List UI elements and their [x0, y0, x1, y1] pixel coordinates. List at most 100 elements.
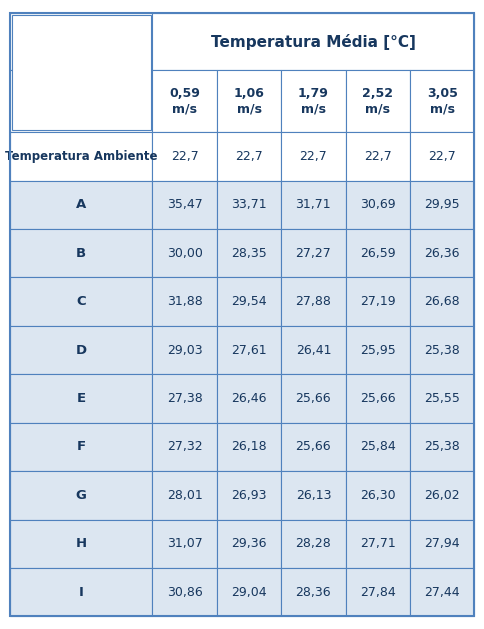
Text: B: B — [76, 247, 86, 260]
Bar — [346, 326, 410, 374]
Bar — [10, 229, 152, 277]
Text: 25,84: 25,84 — [360, 440, 395, 454]
Bar — [410, 70, 474, 132]
Bar — [281, 568, 346, 616]
Text: 29,03: 29,03 — [167, 343, 202, 357]
Text: 27,44: 27,44 — [424, 586, 460, 599]
Text: 27,71: 27,71 — [360, 537, 395, 550]
Text: 25,55: 25,55 — [424, 392, 460, 405]
Bar — [346, 132, 410, 181]
Bar — [152, 181, 217, 229]
Text: 31,88: 31,88 — [167, 295, 202, 308]
Bar — [281, 229, 346, 277]
Bar — [152, 70, 217, 132]
Text: 26,41: 26,41 — [296, 343, 331, 357]
Text: 31,07: 31,07 — [167, 537, 202, 550]
Bar — [10, 132, 152, 181]
Bar — [410, 181, 474, 229]
Text: 25,38: 25,38 — [424, 343, 460, 357]
Bar — [346, 181, 410, 229]
Text: 30,00: 30,00 — [166, 247, 203, 260]
Bar — [217, 326, 281, 374]
Bar — [346, 471, 410, 520]
Bar — [152, 520, 217, 568]
Text: 0,59
m/s: 0,59 m/s — [169, 87, 200, 116]
Text: 27,94: 27,94 — [424, 537, 460, 550]
Text: 26,59: 26,59 — [360, 247, 395, 260]
Text: 26,18: 26,18 — [231, 440, 267, 454]
Text: 27,38: 27,38 — [167, 392, 202, 405]
Bar — [410, 423, 474, 471]
Bar — [10, 374, 152, 423]
Bar — [152, 13, 474, 70]
Bar — [217, 520, 281, 568]
Text: G: G — [76, 489, 87, 502]
Bar — [281, 70, 346, 132]
Text: D: D — [76, 343, 87, 357]
Text: 3,05
m/s: 3,05 m/s — [427, 87, 457, 116]
Bar — [410, 568, 474, 616]
Text: 29,04: 29,04 — [231, 586, 267, 599]
Text: 25,66: 25,66 — [360, 392, 395, 405]
Bar — [281, 423, 346, 471]
Bar — [152, 229, 217, 277]
Text: 26,93: 26,93 — [231, 489, 267, 502]
Text: 1,79
m/s: 1,79 m/s — [298, 87, 329, 116]
Bar — [217, 471, 281, 520]
Text: 30,86: 30,86 — [167, 586, 202, 599]
Bar — [10, 181, 152, 229]
Bar — [10, 471, 152, 520]
Text: A: A — [76, 198, 86, 211]
Text: 22,7: 22,7 — [428, 150, 456, 163]
Bar — [10, 277, 152, 326]
Text: 35,47: 35,47 — [167, 198, 202, 211]
Bar — [410, 132, 474, 181]
Bar — [217, 132, 281, 181]
Text: 22,7: 22,7 — [235, 150, 263, 163]
Bar — [281, 374, 346, 423]
Bar — [152, 374, 217, 423]
Text: 27,19: 27,19 — [360, 295, 395, 308]
Bar — [217, 181, 281, 229]
Bar — [10, 70, 152, 132]
Text: 27,84: 27,84 — [360, 586, 395, 599]
Bar — [10, 423, 152, 471]
Text: 27,61: 27,61 — [231, 343, 267, 357]
Bar — [281, 520, 346, 568]
Text: 26,02: 26,02 — [424, 489, 460, 502]
Text: 28,35: 28,35 — [231, 247, 267, 260]
Bar — [10, 326, 152, 374]
Bar — [217, 374, 281, 423]
Text: I: I — [78, 586, 84, 599]
Bar — [281, 181, 346, 229]
Text: H: H — [76, 537, 87, 550]
Text: 26,68: 26,68 — [424, 295, 460, 308]
Bar — [152, 471, 217, 520]
Text: 1,06
m/s: 1,06 m/s — [234, 87, 264, 116]
Text: Temperatura Média [°C]: Temperatura Média [°C] — [211, 33, 416, 50]
Text: 22,7: 22,7 — [171, 150, 198, 163]
Text: 22,7: 22,7 — [300, 150, 327, 163]
Text: Temperatura Ambiente: Temperatura Ambiente — [5, 150, 157, 163]
Bar — [410, 229, 474, 277]
Text: 29,36: 29,36 — [231, 537, 267, 550]
Bar — [410, 277, 474, 326]
Text: 33,71: 33,71 — [231, 198, 267, 211]
Text: E: E — [76, 392, 86, 405]
Bar — [410, 374, 474, 423]
Bar — [346, 374, 410, 423]
Text: 27,88: 27,88 — [295, 295, 332, 308]
Bar — [346, 277, 410, 326]
Text: 31,71: 31,71 — [296, 198, 331, 211]
Bar — [10, 568, 152, 616]
Text: 26,36: 26,36 — [424, 247, 460, 260]
Bar — [152, 132, 217, 181]
Text: 30,69: 30,69 — [360, 198, 395, 211]
Bar — [217, 229, 281, 277]
Text: Componentes: Componentes — [30, 66, 132, 79]
Text: Componentes: Componentes — [30, 66, 132, 79]
Bar — [217, 423, 281, 471]
Text: 2,52
m/s: 2,52 m/s — [362, 87, 393, 116]
Text: 26,30: 26,30 — [360, 489, 395, 502]
Text: C: C — [76, 295, 86, 308]
